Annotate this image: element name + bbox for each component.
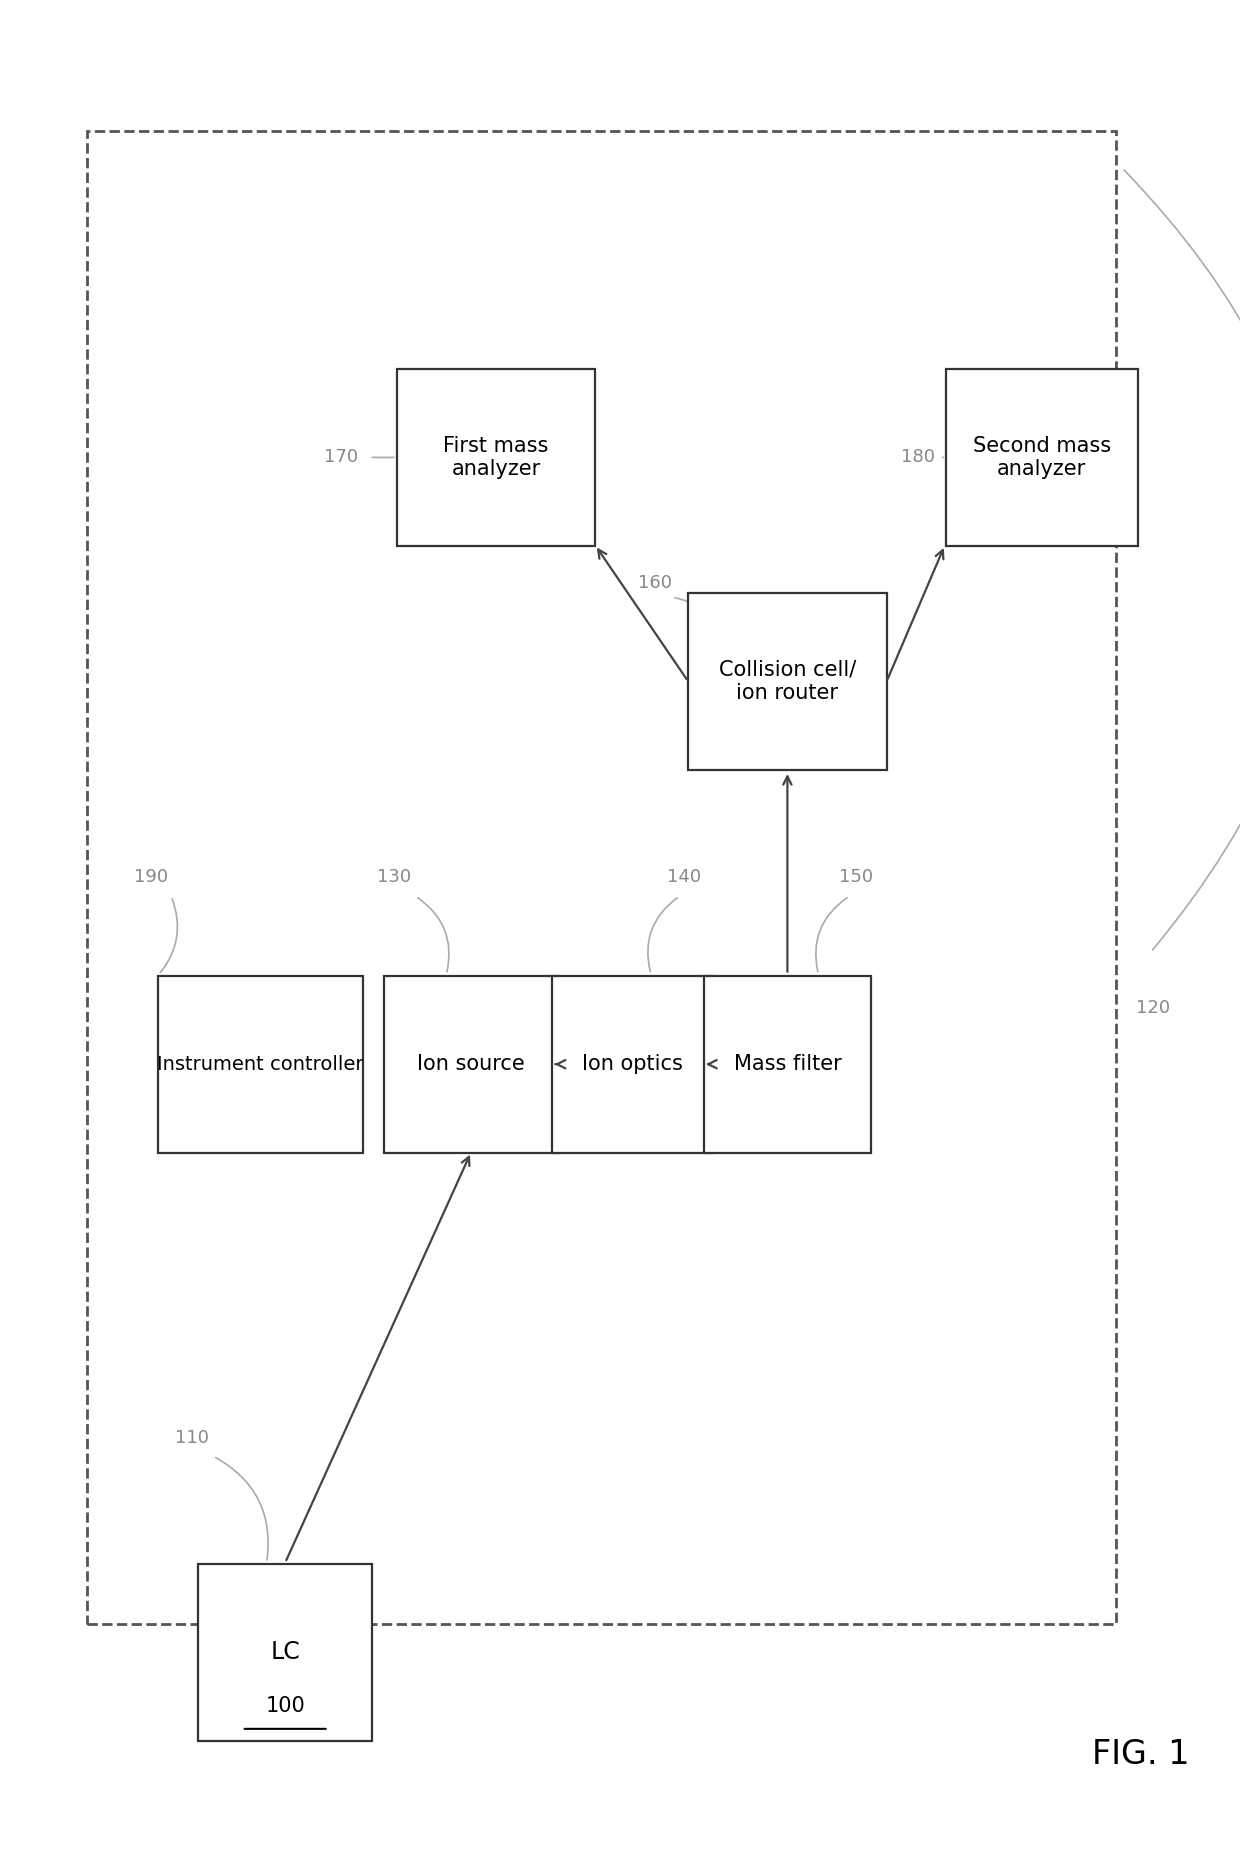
Text: 140: 140 <box>667 868 702 887</box>
Bar <box>198 1563 372 1740</box>
Text: Ion optics: Ion optics <box>582 1055 683 1074</box>
Text: Second mass
analyzer: Second mass analyzer <box>972 435 1111 480</box>
Text: 160: 160 <box>637 573 672 592</box>
Bar <box>945 368 1138 545</box>
Text: 180: 180 <box>900 448 935 467</box>
Bar <box>688 592 887 769</box>
Text: First mass
analyzer: First mass analyzer <box>444 435 548 480</box>
Text: LC: LC <box>270 1641 300 1663</box>
Bar <box>704 975 870 1152</box>
Text: 170: 170 <box>324 448 358 467</box>
Bar <box>552 975 713 1152</box>
Text: 120: 120 <box>1136 999 1171 1018</box>
Text: Mass filter: Mass filter <box>734 1055 841 1074</box>
Text: Instrument controller: Instrument controller <box>157 1055 363 1074</box>
Bar <box>159 975 362 1152</box>
Bar <box>87 131 1116 1624</box>
Text: FIG. 1: FIG. 1 <box>1092 1738 1189 1772</box>
Text: Collision cell/
ion router: Collision cell/ ion router <box>719 659 856 704</box>
Text: 100: 100 <box>265 1697 305 1716</box>
Text: 130: 130 <box>377 868 412 887</box>
Text: 150: 150 <box>838 868 873 887</box>
Text: Ion source: Ion source <box>418 1055 525 1074</box>
Bar <box>397 368 595 545</box>
Bar <box>384 975 558 1152</box>
Text: 110: 110 <box>175 1428 210 1447</box>
Text: 190: 190 <box>134 868 169 887</box>
